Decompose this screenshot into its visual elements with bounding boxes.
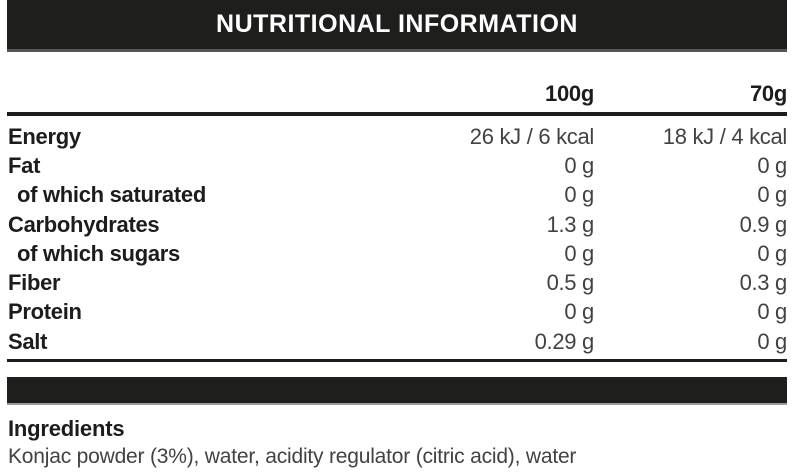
row-value-100g: 0.5 g bbox=[546, 270, 595, 296]
row-value-70g: 0 g bbox=[757, 240, 787, 266]
header-rule bbox=[7, 112, 787, 116]
section-divider-bar bbox=[7, 377, 787, 405]
row-value-100g: 0 g bbox=[564, 182, 594, 208]
row-value-70g: 0.3 g bbox=[739, 270, 788, 296]
row-value-70g: 0 g bbox=[757, 182, 787, 208]
row-of-which-sugars: of which sugars 0 g 0 g bbox=[8, 239, 787, 268]
row-value-70g: 0 g bbox=[757, 328, 787, 354]
row-protein: Protein 0 g 0 g bbox=[8, 298, 787, 327]
row-label: Protein bbox=[8, 299, 82, 325]
row-value-100g: 26 kJ / 6 kcal bbox=[469, 123, 595, 149]
row-value-100g: 0 g bbox=[564, 240, 594, 266]
column-header-100g: 100g bbox=[545, 81, 594, 106]
ingredients-heading: Ingredients bbox=[8, 416, 125, 441]
row-fat: Fat 0 g 0 g bbox=[8, 151, 787, 180]
row-value-100g: 1.3 g bbox=[546, 211, 595, 237]
row-value-100g: 0 g bbox=[564, 152, 594, 178]
row-label: Energy bbox=[8, 123, 81, 149]
row-salt: Salt 0.29 g 0 g bbox=[8, 327, 787, 356]
row-label: Salt bbox=[8, 328, 48, 354]
row-value-100g: 0 g bbox=[564, 299, 594, 325]
title-bar: NUTRITIONAL INFORMATION bbox=[7, 0, 787, 52]
row-value-70g: 0 g bbox=[757, 299, 787, 325]
page-title: NUTRITIONAL INFORMATION bbox=[216, 10, 578, 38]
row-label: Fat bbox=[8, 152, 41, 178]
row-label: of which saturated bbox=[17, 182, 206, 208]
row-value-70g: 0 g bbox=[757, 152, 787, 178]
column-header-70g: 70g bbox=[749, 81, 787, 106]
row-label: Carbohydrates bbox=[8, 211, 160, 237]
row-value-70g: 18 kJ / 4 kcal bbox=[662, 123, 788, 149]
row-label: of which sugars bbox=[17, 240, 180, 266]
table-column-headers: 100g 70g bbox=[8, 80, 787, 108]
row-carbohydrates: Carbohydrates 1.3 g 0.9 g bbox=[8, 210, 787, 239]
ingredients-section: Ingredients Konjac powder (3%), water, a… bbox=[8, 415, 787, 470]
ingredients-text: Konjac powder (3%), water, acidity regul… bbox=[8, 445, 577, 468]
row-of-which-saturated: of which saturated 0 g 0 g bbox=[8, 181, 787, 210]
row-energy: Energy 26 kJ / 6 kcal 18 kJ / 4 kcal bbox=[8, 122, 787, 151]
row-value-70g: 0.9 g bbox=[739, 211, 788, 237]
table-bottom-rule bbox=[7, 359, 787, 362]
nutrition-table: Energy 26 kJ / 6 kcal 18 kJ / 4 kcal Fat… bbox=[8, 122, 787, 356]
row-fiber: Fiber 0.5 g 0.3 g bbox=[8, 268, 787, 297]
row-value-100g: 0.29 g bbox=[534, 328, 595, 354]
row-label: Fiber bbox=[8, 270, 61, 296]
